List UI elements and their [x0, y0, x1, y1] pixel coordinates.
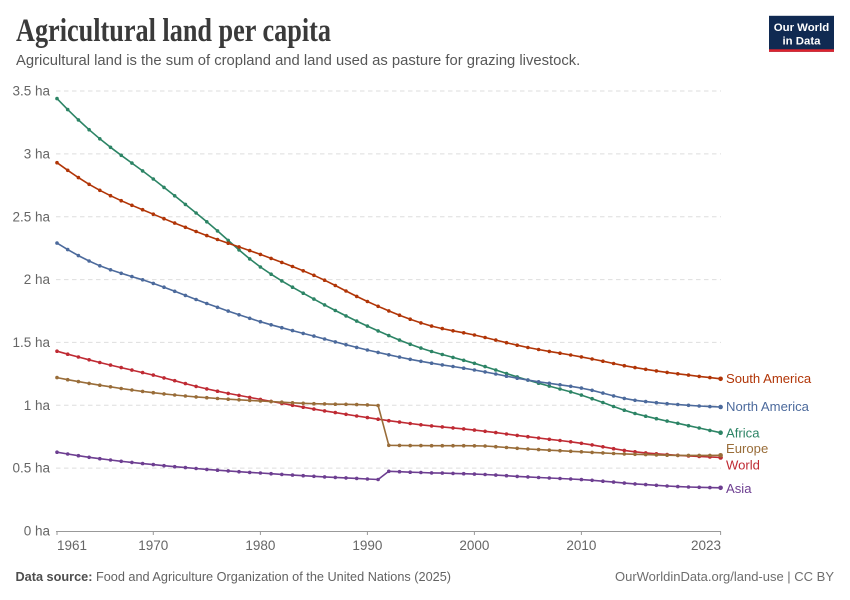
svg-text:Our World: Our World	[774, 22, 830, 34]
svg-text:Data source: Food and Agricult: Data source: Food and Agriculture Organi…	[16, 569, 452, 584]
svg-text:2.5 ha: 2.5 ha	[12, 209, 50, 224]
svg-text:1970: 1970	[138, 538, 168, 553]
svg-text:3.5 ha: 3.5 ha	[12, 84, 50, 99]
svg-text:Agricultural land is the sum o: Agricultural land is the sum of cropland…	[16, 53, 580, 69]
svg-text:in Data: in Data	[783, 35, 822, 47]
svg-text:OurWorldinData.org/land-use |: OurWorldinData.org/land-use | CC BY	[615, 569, 834, 584]
svg-text:0 ha: 0 ha	[24, 524, 51, 539]
svg-text:1980: 1980	[245, 538, 275, 553]
svg-text:2023: 2023	[691, 538, 721, 553]
svg-text:South America: South America	[726, 371, 812, 386]
svg-text:Asia: Asia	[726, 481, 752, 496]
svg-text:North America: North America	[726, 399, 810, 414]
svg-text:3 ha: 3 ha	[24, 147, 51, 162]
svg-text:1.5 ha: 1.5 ha	[12, 335, 50, 350]
svg-text:1 ha: 1 ha	[24, 398, 51, 413]
svg-text:2000: 2000	[459, 538, 489, 553]
svg-text:Africa: Africa	[726, 425, 760, 440]
svg-text:World: World	[726, 458, 760, 473]
svg-text:Europe: Europe	[726, 441, 768, 456]
svg-text:Agricultural land per capita: Agricultural land per capita	[16, 13, 331, 49]
svg-text:2010: 2010	[566, 538, 596, 553]
svg-text:2 ha: 2 ha	[24, 272, 51, 287]
svg-text:1961: 1961	[57, 538, 87, 553]
svg-text:0.5 ha: 0.5 ha	[12, 461, 50, 476]
svg-text:1990: 1990	[352, 538, 382, 553]
